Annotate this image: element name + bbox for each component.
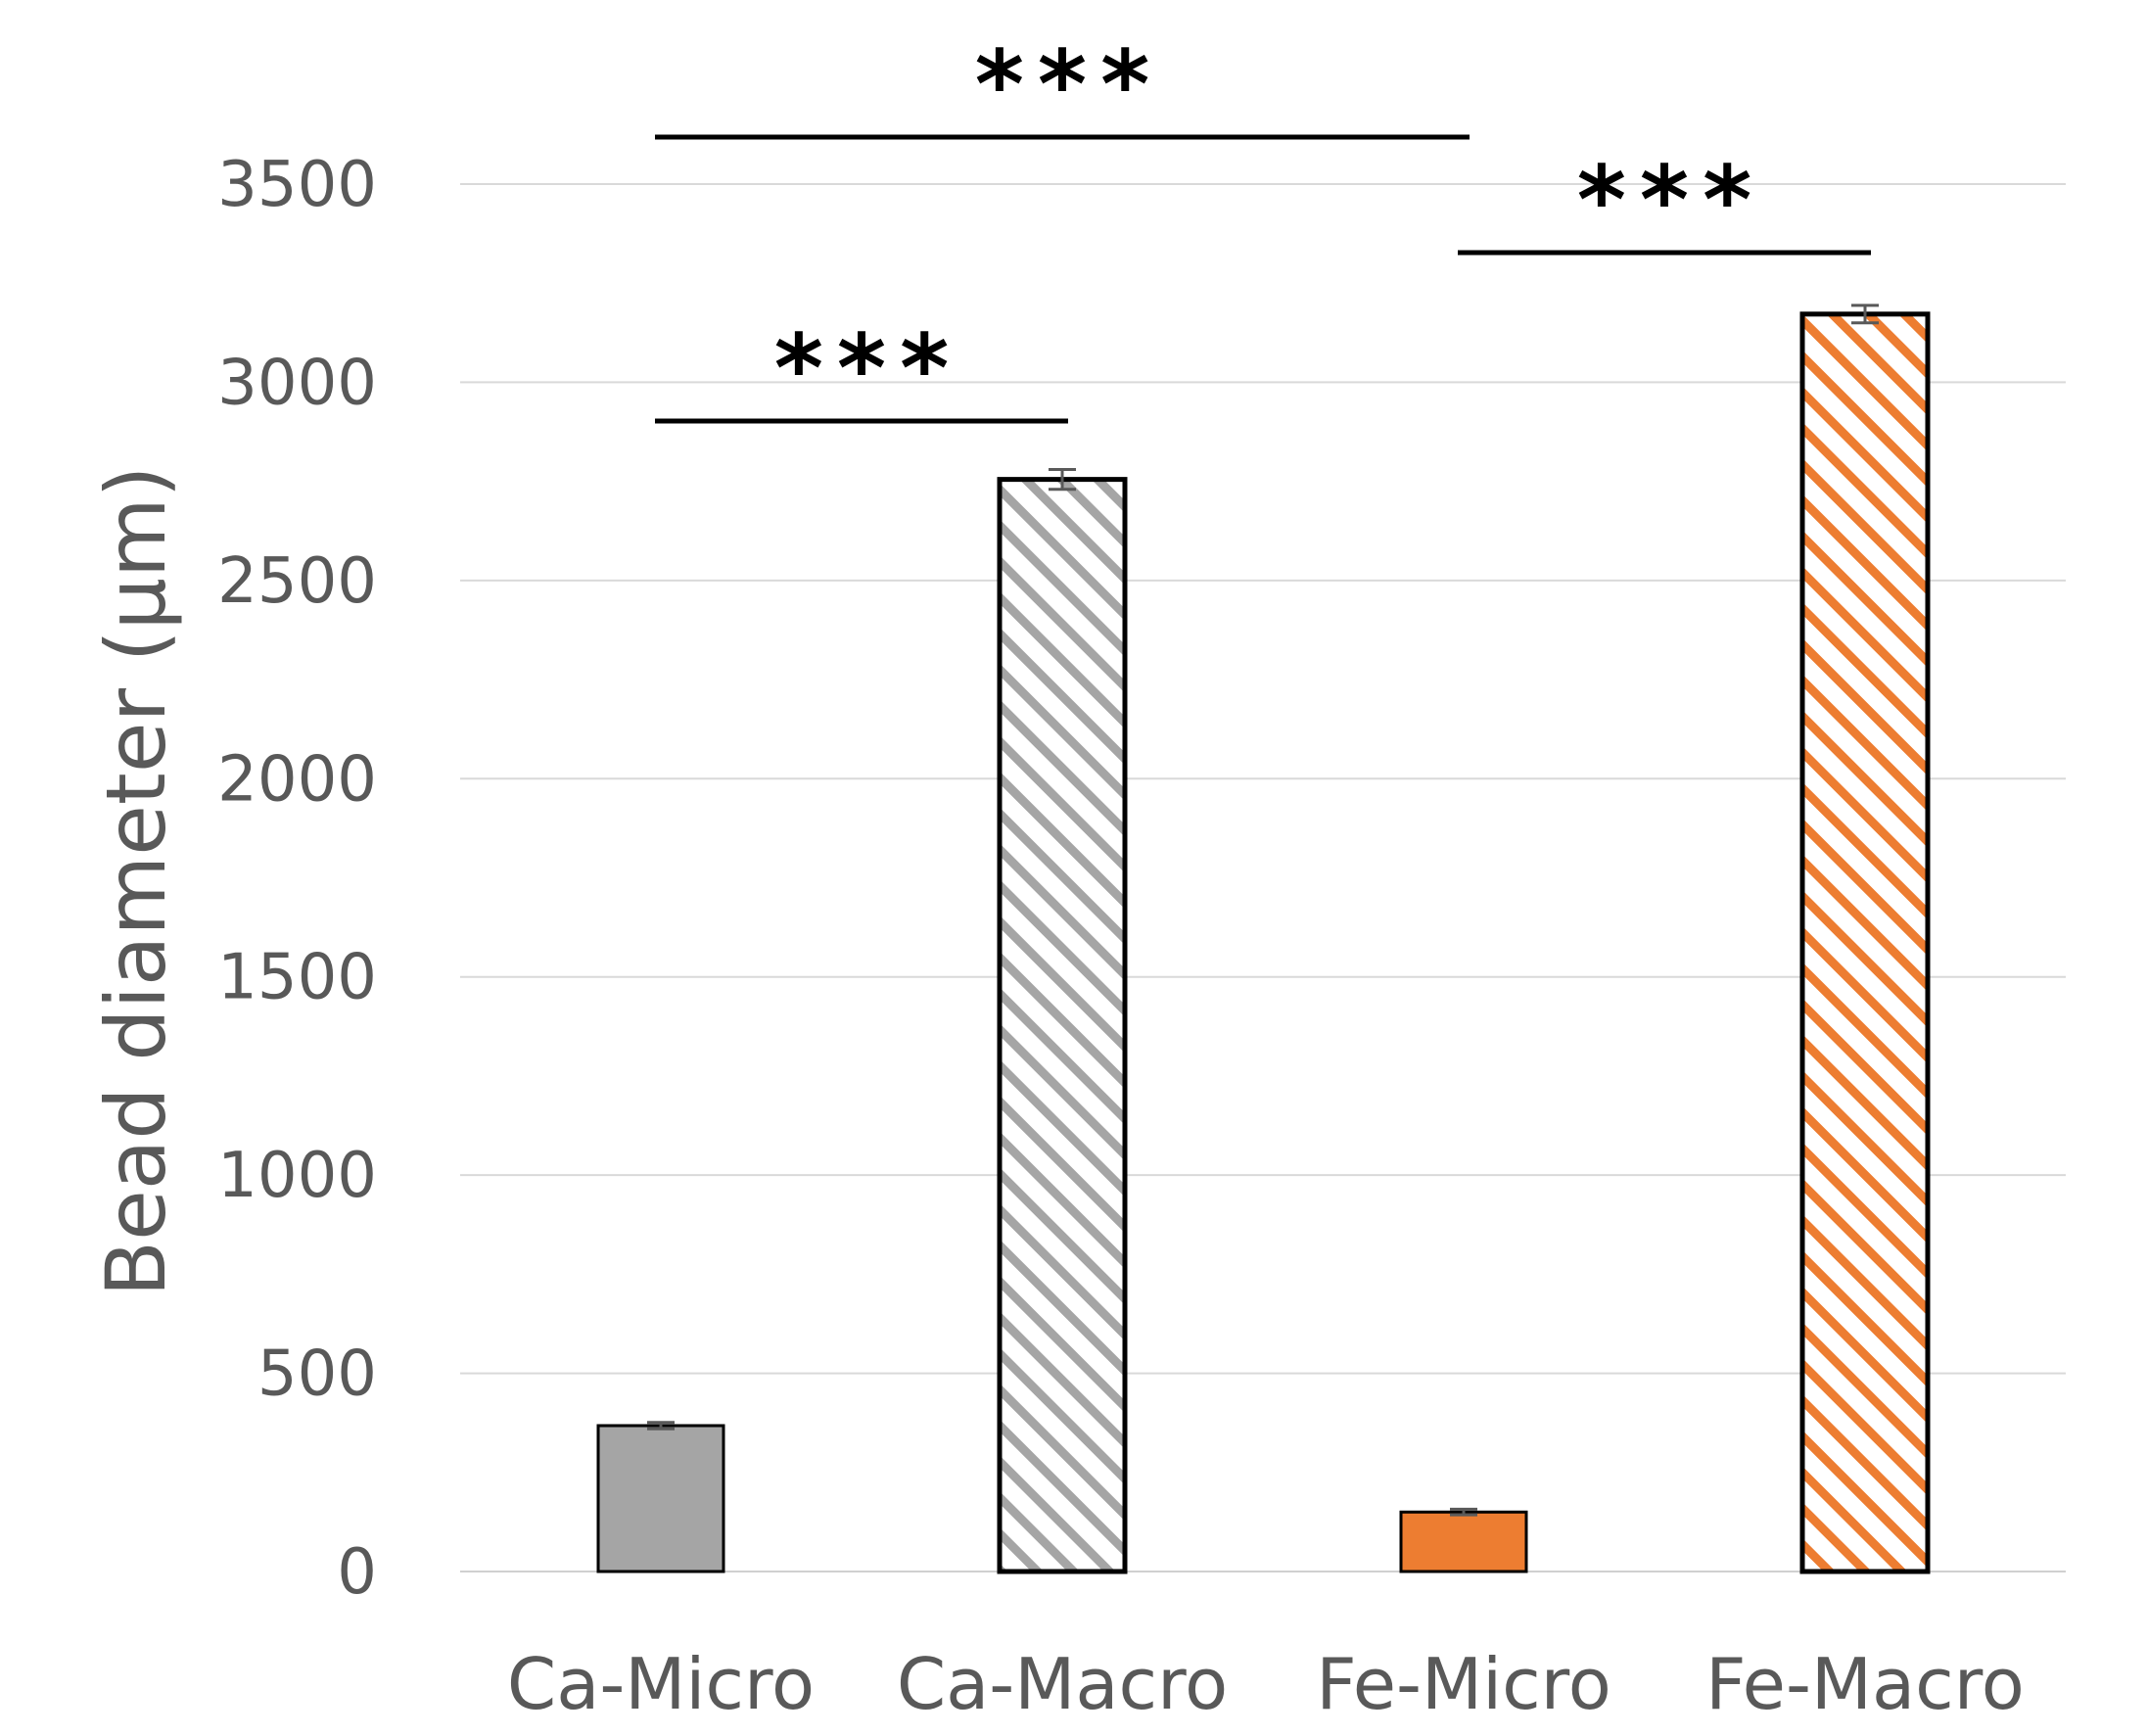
y-tick-label: 3500 (217, 149, 377, 221)
y-tick-label: 2500 (217, 545, 377, 618)
y-tick-label: 2000 (217, 743, 377, 816)
x-category-label: Ca-Macro (897, 1643, 1228, 1725)
y-axis-ticks: 0 500 1000 1500 2000 2500 3000 3500 (217, 149, 377, 1609)
x-category-label: Ca-Micro (507, 1643, 815, 1725)
error-bars (647, 304, 1879, 1517)
y-tick-label: 1500 (217, 942, 377, 1014)
y-tick-label: 3000 (217, 347, 377, 419)
bar-fe-micro (1399, 1510, 1528, 1573)
significance-brackets: *** *** *** (655, 30, 1871, 424)
y-tick-label: 0 (337, 1536, 377, 1609)
bars (596, 311, 1931, 1574)
significance-label: *** (1577, 146, 1766, 256)
bar-fe-macro (1799, 311, 1931, 1574)
x-category-label: Fe-Macro (1705, 1643, 2025, 1725)
significance-label: *** (975, 30, 1164, 140)
significance-label: *** (774, 314, 963, 424)
x-axis-categories: Ca-Micro Ca-Macro Fe-Micro Fe-Macro (507, 1643, 2025, 1725)
y-tick-label: 500 (257, 1338, 377, 1411)
y-axis-title: Bead diameter (μm) (88, 465, 184, 1296)
y-tick-label: 1000 (217, 1140, 377, 1212)
gridlines (460, 183, 2066, 1572)
x-category-label: Fe-Micro (1316, 1643, 1611, 1725)
bar-ca-macro (997, 477, 1128, 1574)
bar-ca-micro (596, 1424, 725, 1573)
